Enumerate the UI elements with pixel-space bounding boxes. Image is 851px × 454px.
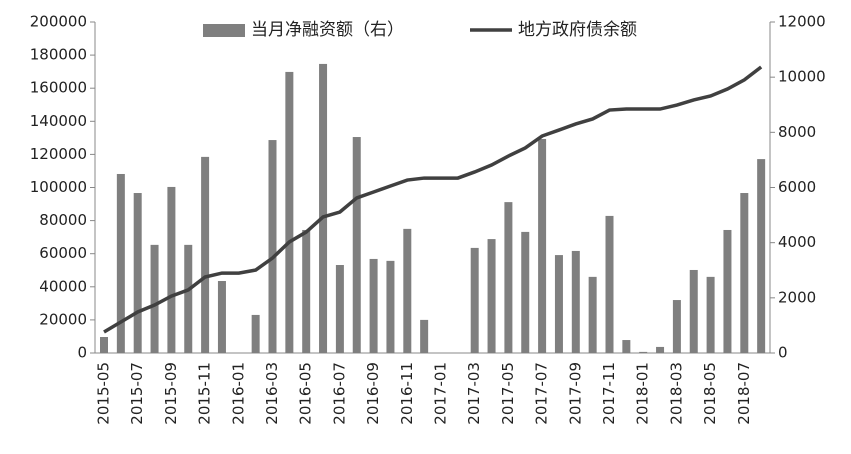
y2-tick-label: 8000 [778,123,816,141]
y-tick-label: 200000 [30,13,87,31]
x-tick-label: 2017-03 [465,362,483,425]
y2-tick-label: 4000 [778,233,816,251]
y-tick-label: 120000 [30,145,87,163]
bar [706,276,715,353]
x-tick-label: 2015-11 [196,362,214,425]
bar [487,239,496,353]
x-tick-label: 2017-09 [566,362,584,425]
bar [150,244,159,353]
y2-tick-label: 0 [778,344,788,362]
x-tick-label: 2016-05 [297,362,315,425]
y-tick-label: 140000 [30,112,87,130]
bar [251,314,260,353]
y2-tick-label: 10000 [778,68,826,86]
bar [217,281,226,353]
y2-tick-label: 6000 [778,178,816,196]
bar [538,138,547,353]
bar [369,258,378,353]
bar [133,193,142,353]
bar [672,300,681,353]
bar [285,71,294,353]
bar [656,346,665,353]
bar [521,231,530,353]
bar [352,137,361,353]
x-tick-label: 2015-05 [95,362,113,425]
bar [554,255,563,353]
bar [201,156,210,353]
bar [100,337,108,353]
bar [302,229,311,353]
y-tick-label: 20000 [39,310,87,328]
legend-swatch [203,24,245,37]
bar [588,276,597,353]
legend-label: 地方政府债余额 [518,20,637,40]
y-tick-label: 180000 [30,46,87,64]
x-tick-label: 2018-03 [667,362,685,425]
bar [571,250,580,353]
x-tick-label: 2016-11 [398,362,416,425]
bar [386,260,395,353]
bar [689,269,698,353]
y2-tick-label: 12000 [778,13,826,31]
bar [605,215,614,353]
bar [167,186,176,353]
line [103,65,763,334]
x-tick-label: 2017-05 [499,362,517,425]
bar [757,159,766,353]
x-tick-label: 2018-05 [701,362,719,425]
x-tick-label: 2016-03 [263,362,281,425]
bar [420,319,429,353]
x-tick-label: 2016-09 [364,362,382,425]
x-tick-label: 2017-07 [533,362,551,425]
y-tick-label: 60000 [39,244,87,262]
bar [268,140,277,353]
x-tick-label: 2016-07 [330,362,348,425]
bar [639,351,648,353]
x-tick-label: 2018-01 [634,362,652,425]
y-tick-label: 80000 [39,211,87,229]
x-tick-label: 2016-01 [229,362,247,425]
x-tick-label: 2017-01 [432,362,450,425]
y-tick-label: 40000 [39,277,87,295]
bar [184,244,193,353]
bar [335,265,344,353]
bar [403,228,412,353]
bar [319,63,328,353]
x-tick-label: 2018-07 [735,362,753,425]
bar [470,247,479,353]
x-tick-label: 2015-09 [162,362,180,425]
legend-label: 当月净融资额（右） [251,20,404,40]
bar [740,193,749,353]
bar [723,229,732,353]
bar [116,173,125,353]
x-tick-label: 2015-07 [128,362,146,425]
y-tick-label: 100000 [30,178,87,196]
bar [622,340,631,353]
bar [504,202,513,353]
y2-tick-label: 2000 [778,288,816,306]
x-tick-label: 2017-11 [600,362,618,425]
y-tick-label: 0 [77,344,87,362]
y-tick-label: 160000 [30,79,87,97]
